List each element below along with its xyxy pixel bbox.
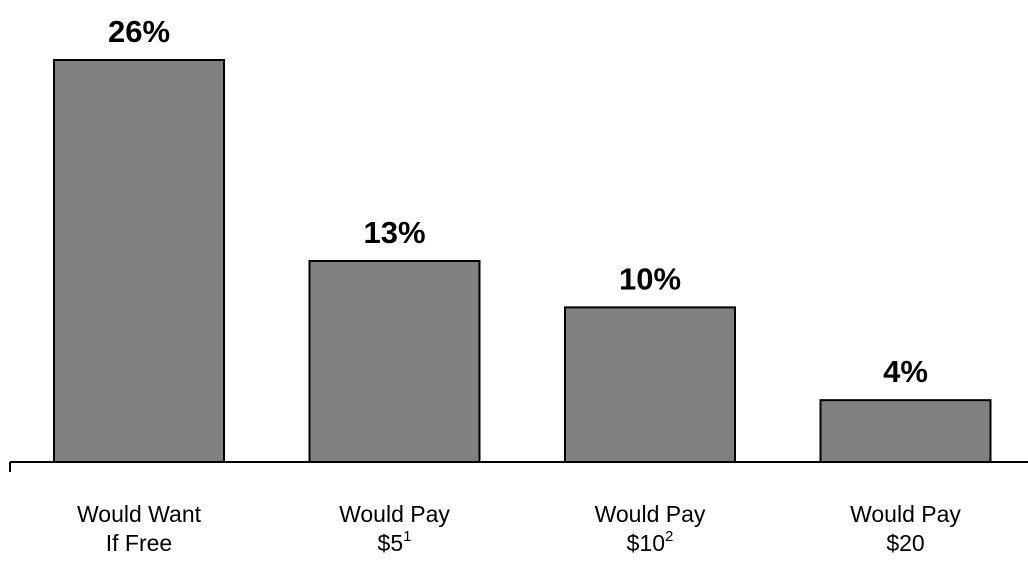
data-label-2: 13% [363,215,425,250]
category-label-2-line2-text: $5 [378,530,404,556]
data-label-3: 10% [619,261,681,296]
axis-layer [9,461,1028,472]
category-label-4-line2: $20 [886,530,924,556]
category-label-4-line1: Would Pay [850,501,961,527]
category-label-1-line2: If Free [106,530,172,556]
category-label-2-line1: Would Pay [339,501,450,527]
bar-3 [564,306,736,463]
category-label-3-line2: $102 [627,528,674,556]
category-label-1-line2-text: If Free [106,530,172,556]
footnote-marker-3: 2 [665,528,673,545]
data-labels-layer: 26% 13% 10% 4% [108,14,928,389]
bar-2 [308,260,481,463]
category-label-2-line2: $51 [378,528,412,556]
bar-4 [819,399,992,463]
category-label-3-line1: Would Pay [595,501,706,527]
category-label-4-line2-text: $20 [886,530,924,556]
footnote-marker-2: 1 [403,528,411,545]
category-label-1-line1: Would Want [77,501,202,527]
bar-1 [53,59,225,463]
data-label-4: 4% [883,354,928,389]
data-label-1: 26% [108,14,170,49]
bars-layer [53,59,992,463]
category-label-3-line2-text: $10 [627,530,665,556]
